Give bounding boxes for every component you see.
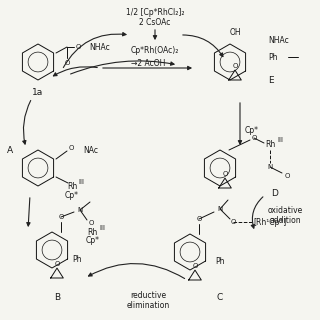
- Text: Cp*: Cp*: [86, 236, 100, 244]
- Text: Rh: Rh: [87, 228, 97, 236]
- Text: NHAc: NHAc: [89, 43, 110, 52]
- Text: elimination: elimination: [126, 300, 170, 309]
- Text: Cp*: Cp*: [65, 190, 79, 199]
- Text: D: D: [272, 188, 278, 197]
- Text: OH: OH: [229, 28, 241, 36]
- Text: Ph: Ph: [72, 255, 82, 265]
- Text: III: III: [78, 179, 84, 185]
- Text: O: O: [232, 63, 238, 69]
- Text: 1a: 1a: [32, 87, 44, 97]
- Text: O: O: [251, 135, 257, 141]
- Text: [Rh¹Cp*]: [Rh¹Cp*]: [253, 218, 286, 227]
- Text: O: O: [68, 145, 74, 151]
- Text: O: O: [58, 214, 64, 220]
- Text: reductive: reductive: [130, 291, 166, 300]
- Text: O: O: [192, 263, 198, 269]
- Text: III: III: [277, 137, 283, 143]
- Text: NAc: NAc: [83, 146, 98, 155]
- Text: N: N: [217, 206, 223, 212]
- Text: 2 CsOAc: 2 CsOAc: [139, 18, 171, 27]
- Text: C: C: [217, 292, 223, 301]
- Text: addition: addition: [269, 215, 301, 225]
- Text: O: O: [196, 216, 202, 222]
- Text: N: N: [77, 207, 83, 213]
- Text: O: O: [230, 219, 236, 225]
- Text: N: N: [268, 164, 273, 170]
- Text: →2 AcOH: →2 AcOH: [131, 59, 165, 68]
- Text: E: E: [268, 76, 274, 84]
- Text: oxidative: oxidative: [268, 205, 303, 214]
- Text: III: III: [99, 225, 105, 231]
- Text: Ph: Ph: [215, 258, 225, 267]
- Text: O: O: [64, 60, 70, 66]
- Text: O: O: [222, 171, 228, 177]
- Text: A: A: [7, 146, 13, 155]
- Text: O: O: [284, 173, 290, 179]
- Text: NHAc: NHAc: [268, 36, 289, 44]
- Text: O: O: [54, 261, 60, 267]
- Text: O: O: [75, 44, 81, 50]
- Text: Rh: Rh: [67, 181, 77, 190]
- Text: Cp*Rh(OAc)₂: Cp*Rh(OAc)₂: [131, 45, 179, 54]
- Text: Rh: Rh: [265, 140, 275, 148]
- Text: Cp*: Cp*: [245, 125, 259, 134]
- Text: B: B: [54, 293, 60, 302]
- Text: 1/2 [Cp*RhCl₂]₂: 1/2 [Cp*RhCl₂]₂: [126, 7, 184, 17]
- Text: Ph: Ph: [268, 52, 277, 61]
- Text: O: O: [88, 220, 94, 226]
